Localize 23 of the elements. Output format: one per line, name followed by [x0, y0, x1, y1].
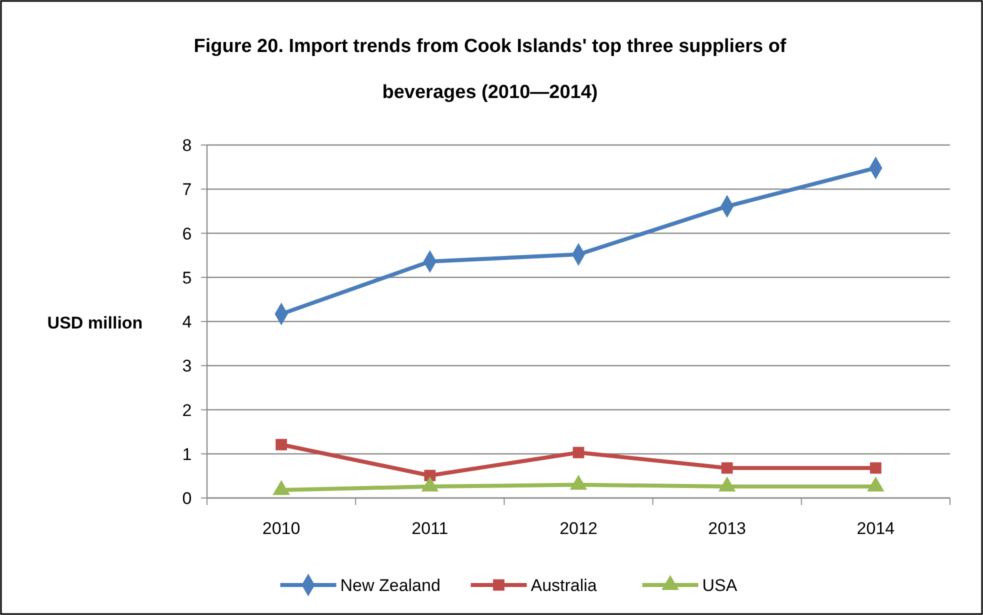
y-tick-label: 8: [182, 136, 192, 155]
y-tick-label: 2: [182, 400, 192, 420]
x-tick-label: 2014: [856, 519, 895, 538]
y-axis-title: USD million: [47, 314, 143, 332]
legend-label: Australia: [530, 576, 598, 595]
point: [276, 438, 287, 450]
y-tick-label: 1: [182, 444, 192, 464]
x-tick-label: 2010: [262, 519, 300, 538]
point: [870, 462, 882, 474]
point: [721, 462, 733, 474]
legend-label: New Zealand: [340, 576, 440, 595]
y-tick-label: 4: [182, 312, 192, 332]
y-tick-label: 3: [182, 356, 192, 376]
y-tick-label: 6: [182, 224, 192, 244]
y-tick-label: 7: [182, 180, 192, 200]
x-tick-label: 2013: [708, 519, 746, 538]
y-tick-label: 5: [182, 268, 192, 288]
x-tick-label: 2011: [412, 519, 448, 538]
y-tick-label: 0: [182, 489, 192, 508]
x-tick-label: 2012: [560, 519, 598, 538]
legend-label: USA: [702, 576, 738, 595]
point: [572, 446, 584, 458]
chart-title: Figure 20. Import trends from Cook Islands' top three suppliers of beverages (2010—2014): [194, 36, 786, 103]
